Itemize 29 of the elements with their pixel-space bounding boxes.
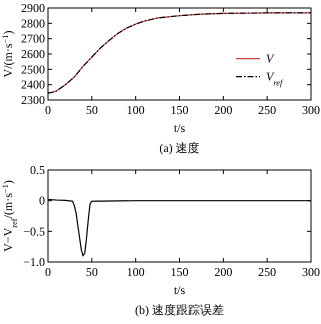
- y-tick-label: 2600: [21, 47, 45, 61]
- y-tick-label: 0: [39, 194, 45, 208]
- x-tick-label: 250: [258, 265, 276, 279]
- x-tick-label: 200: [214, 265, 232, 279]
- y-tick-label: −1.0: [23, 255, 45, 269]
- x-tick-label: 300: [302, 103, 320, 117]
- y-tick-label: −0.5: [23, 224, 45, 238]
- y-tick-label: 2800: [21, 16, 45, 30]
- y-tick-label: 2700: [21, 32, 45, 46]
- y-tick-label: 2300: [21, 93, 45, 107]
- text: (b) 速度跟踪误差: [135, 303, 224, 317]
- x-tick-label: 250: [258, 103, 276, 117]
- text: (a) 速度: [159, 141, 200, 155]
- x-tick-label: 150: [170, 265, 188, 279]
- y-tick-label: 2400: [21, 78, 45, 92]
- y-tick-label: 2900: [21, 1, 45, 15]
- x-tick-label: 200: [214, 103, 232, 117]
- x-axis-title: t/s: [174, 283, 186, 297]
- x-tick-label: 50: [86, 265, 98, 279]
- legend-label: V$_{ref}$: [266, 70, 284, 88]
- x-tick-label: 300: [302, 265, 320, 279]
- x-tick-label: 100: [126, 265, 145, 279]
- y-tick-label: 0.5: [30, 163, 45, 177]
- x-tick-label: 100: [126, 103, 145, 117]
- x-axis-title: t/s: [174, 121, 186, 135]
- x-tick-label: 50: [86, 103, 98, 117]
- legend-label: V: [266, 52, 275, 66]
- x-tick-label: 150: [170, 103, 188, 117]
- y-tick-label: 2500: [21, 62, 45, 76]
